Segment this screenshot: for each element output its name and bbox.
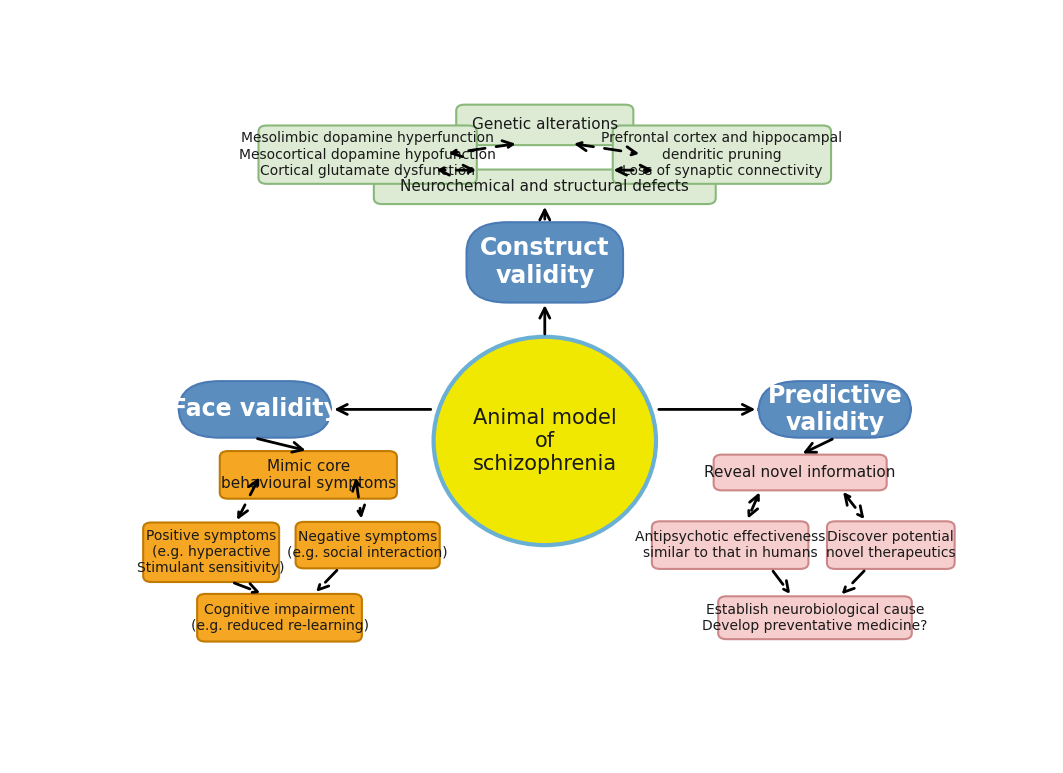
Text: Antipsychotic effectiveness
similar to that in humans: Antipsychotic effectiveness similar to t… bbox=[635, 530, 825, 560]
Text: Predictive
validity: Predictive validity bbox=[767, 383, 902, 435]
Text: Cognitive impairment
(e.g. reduced re-learning): Cognitive impairment (e.g. reduced re-le… bbox=[190, 603, 369, 633]
Text: Reveal novel information: Reveal novel information bbox=[705, 465, 896, 480]
FancyBboxPatch shape bbox=[713, 455, 887, 490]
Text: Neurochemical and structural defects: Neurochemical and structural defects bbox=[401, 179, 689, 194]
Text: Negative symptoms
(e.g. social interaction): Negative symptoms (e.g. social interacti… bbox=[287, 530, 448, 560]
Ellipse shape bbox=[434, 337, 656, 545]
FancyBboxPatch shape bbox=[467, 222, 623, 302]
FancyBboxPatch shape bbox=[827, 521, 955, 569]
Text: Establish neurobiological cause
Develop preventative medicine?: Establish neurobiological cause Develop … bbox=[703, 603, 928, 633]
Text: Construct
validity: Construct validity bbox=[480, 237, 609, 288]
Text: Genetic alterations: Genetic alterations bbox=[472, 117, 618, 132]
Text: Face validity: Face validity bbox=[171, 397, 339, 421]
Text: Animal model
of
schizophrenia: Animal model of schizophrenia bbox=[473, 408, 617, 474]
FancyBboxPatch shape bbox=[197, 594, 361, 642]
Text: Positive symptoms
(e.g. hyperactive
Stimulant sensitivity): Positive symptoms (e.g. hyperactive Stim… bbox=[137, 529, 285, 575]
FancyBboxPatch shape bbox=[374, 169, 715, 204]
FancyBboxPatch shape bbox=[179, 381, 331, 438]
FancyBboxPatch shape bbox=[719, 596, 912, 639]
Text: Prefrontal cortex and hippocampal
dendritic pruning
Loss of synaptic connectivit: Prefrontal cortex and hippocampal dendri… bbox=[602, 131, 843, 178]
Text: Mimic core
behavioural symptoms: Mimic core behavioural symptoms bbox=[221, 458, 396, 491]
FancyBboxPatch shape bbox=[144, 523, 280, 582]
FancyBboxPatch shape bbox=[258, 125, 477, 184]
Text: Mesolimbic dopamine hyperfunction
Mesocortical dopamine hypofunction
Cortical gl: Mesolimbic dopamine hyperfunction Mesoco… bbox=[239, 131, 496, 178]
Text: Discover potential
novel therapeutics: Discover potential novel therapeutics bbox=[826, 530, 956, 560]
FancyBboxPatch shape bbox=[652, 521, 809, 569]
FancyBboxPatch shape bbox=[220, 451, 396, 499]
FancyBboxPatch shape bbox=[296, 522, 440, 568]
FancyBboxPatch shape bbox=[759, 381, 911, 438]
FancyBboxPatch shape bbox=[456, 104, 634, 145]
FancyBboxPatch shape bbox=[612, 125, 831, 184]
